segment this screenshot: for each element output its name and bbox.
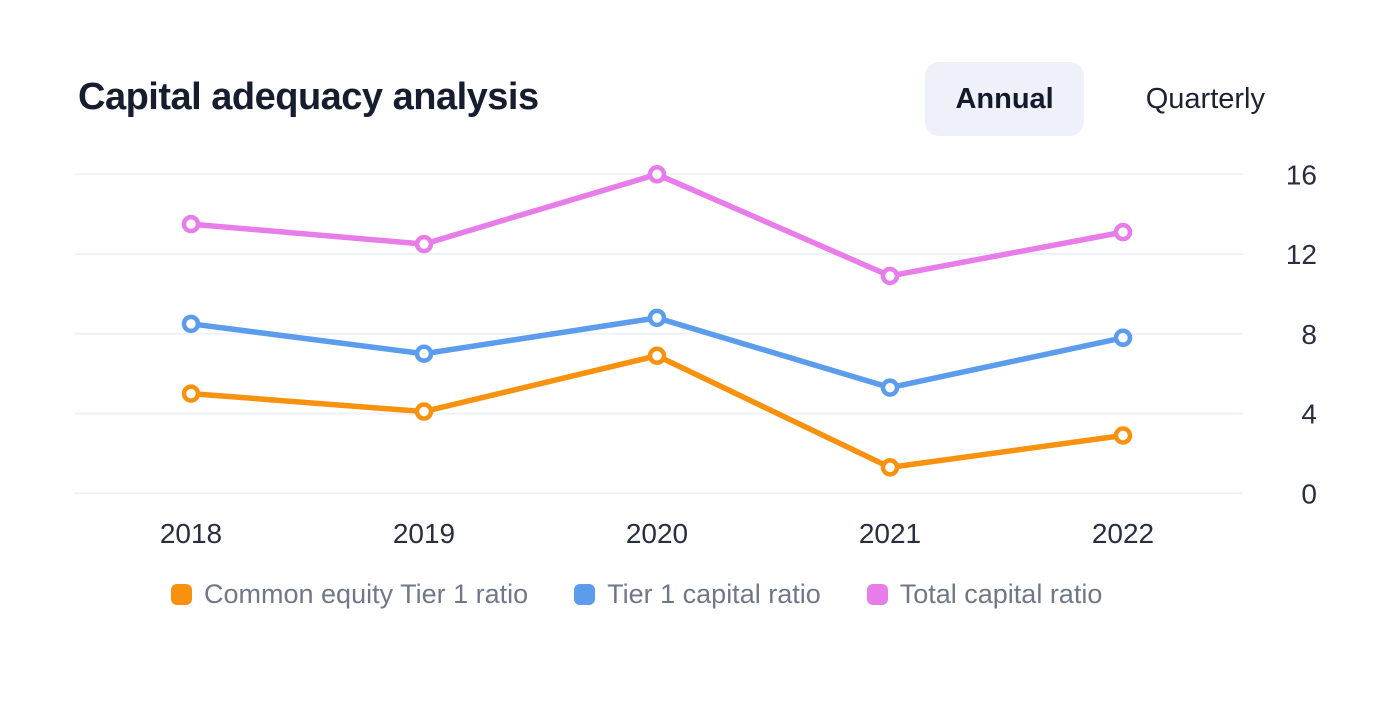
series-line-0	[188, 352, 1126, 471]
data-point-0-2020[interactable]	[647, 346, 667, 365]
data-point-2-2020[interactable]	[647, 165, 667, 184]
data-point-0-2019[interactable]	[414, 402, 434, 421]
legend-swatch-blue	[574, 583, 596, 605]
y-axis-tick: 0	[1301, 478, 1317, 509]
page-title: Capital adequacy analysis	[78, 76, 539, 118]
y-axis-tick: 16	[1286, 159, 1317, 190]
x-axis-label: 2018	[160, 518, 222, 549]
data-point-1-2022[interactable]	[1113, 328, 1133, 348]
y-axis-tick: 4	[1301, 399, 1317, 430]
data-point-1-2021[interactable]	[880, 378, 900, 397]
data-point-0-2021[interactable]	[880, 458, 900, 477]
chart-legend: Common equity Tier 1 ratio Tier 1 capita…	[171, 576, 1102, 612]
data-point-2-2022[interactable]	[1113, 222, 1133, 242]
data-point-2-2019[interactable]	[414, 234, 434, 254]
legend-item-total-capital[interactable]: Total capital ratio	[866, 578, 1103, 610]
data-point-1-2019[interactable]	[414, 344, 434, 363]
legend-item-common-equity-tier1[interactable]: Common equity Tier 1 ratio	[171, 579, 528, 610]
data-point-1-2020[interactable]	[647, 308, 667, 328]
legend-label: Common equity Tier 1 ratio	[204, 578, 529, 609]
toggle-quarterly-button[interactable]: Quarterly	[1116, 62, 1295, 136]
y-axis-tick: 12	[1286, 239, 1317, 270]
period-toggle: Annual Quarterly	[925, 62, 1295, 136]
data-point-2-2021[interactable]	[880, 266, 900, 286]
x-axis-label: 2019	[393, 518, 455, 549]
x-axis-label: 2021	[859, 518, 921, 549]
data-point-0-2018[interactable]	[181, 384, 201, 403]
legend-label: Tier 1 capital ratio	[607, 578, 821, 609]
data-point-2-2018[interactable]	[181, 214, 201, 234]
x-axis-label: 2020	[626, 518, 688, 549]
x-axis-label: 2022	[1092, 518, 1154, 549]
y-axis-tick: 8	[1301, 319, 1317, 350]
legend-item-tier1-capital[interactable]: Tier 1 capital ratio	[574, 579, 821, 610]
toggle-annual-button[interactable]: Annual	[925, 62, 1084, 136]
data-point-1-2018[interactable]	[181, 314, 201, 334]
legend-swatch-orange	[171, 583, 192, 605]
data-point-0-2022[interactable]	[1113, 426, 1133, 445]
legend-swatch-magenta	[866, 583, 888, 605]
series-line-2	[188, 171, 1126, 279]
legend-label: Total capital ratio	[899, 578, 1103, 609]
